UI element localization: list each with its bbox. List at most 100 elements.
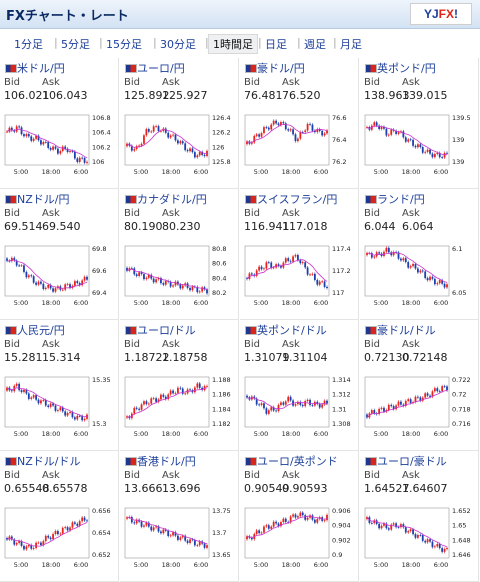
candle-body [260, 266, 263, 270]
pair-card[interactable]: ユーロ/円 Bid Ask 125.892 125.927 126.4 126.2 126 12… [120, 58, 239, 189]
candle-body [380, 525, 383, 529]
candle-body [292, 256, 294, 262]
price-chart[interactable]: 6.1 6.05 5:00 18:00 6:00 [363, 242, 477, 312]
moving-average-line [366, 516, 448, 548]
tab-0[interactable]: 1分足 [14, 38, 43, 51]
tab-5[interactable]: 日足 [265, 38, 287, 51]
price-chart[interactable]: 1.188 1.186 1.184 1.182 5:00 18:00 6:00 [123, 373, 237, 443]
chart-frame [124, 114, 210, 166]
candle-body [311, 124, 314, 131]
pair-card[interactable]: ユーロ/豪ドル Bid Ask 1.64527 1.64607 1.652 1.65 1.64… [360, 451, 479, 582]
yjfx-logo[interactable]: YJFX! [410, 3, 472, 25]
pair-name-link[interactable]: 豪ドル/ドル [377, 324, 436, 337]
pair-name-link[interactable]: 英ポンド/ドル [257, 324, 327, 337]
price-chart[interactable]: 15.35 15.3 5:00 18:00 6:00 [3, 373, 117, 443]
price-chart[interactable]: 76.6 76.4 76.2 5:00 18:00 6:00 [243, 111, 357, 181]
x-tick-label: 6:00 [434, 299, 449, 307]
price-chart[interactable]: 1.652 1.65 1.648 1.646 5:00 18:00 6:00 [363, 504, 477, 574]
candle-body [198, 291, 201, 293]
candle-body [443, 152, 446, 158]
pair-card[interactable]: 人民元/円 Bid Ask 15.281 15.314 15.35 15.3 5:00 18:0… [0, 320, 119, 451]
price-chart[interactable]: 80.8 80.6 80.4 80.2 5:00 18:00 6:00 [123, 242, 237, 312]
pair-name-link[interactable]: 香港ドル/円 [137, 455, 196, 468]
candle-body [25, 546, 28, 550]
price-chart[interactable]: 0.656 0.654 0.652 5:00 18:00 6:00 [3, 504, 117, 574]
pair-name-link[interactable]: NZドル/ドル [17, 455, 81, 468]
pair-card[interactable]: NZドル/ドル Bid Ask 0.65548 0.65578 0.656 0.654 0.6… [0, 451, 119, 582]
x-tick-label: 5:00 [374, 168, 389, 176]
price-chart[interactable]: 139.5 139 139 5:00 18:00 6:00 [363, 111, 477, 181]
price-chart[interactable]: 126.4 126.2 126 125.8 5:00 18:00 6:00 [123, 111, 237, 181]
candle-body [18, 541, 21, 543]
pair-name-link[interactable]: ユーロ/豪ドル [377, 455, 447, 468]
pair-card[interactable]: 香港ドル/円 Bid Ask 13.666 13.696 13.75 13.7 13.65 5:… [120, 451, 239, 582]
tab-4[interactable]: 1時間足 [208, 34, 258, 54]
pair-name-link[interactable]: NZドル/円 [17, 193, 70, 206]
candle-body [164, 396, 167, 400]
price-chart[interactable]: 69.8 69.6 69.4 5:00 18:00 6:00 [3, 242, 117, 312]
tab-7[interactable]: 月足 [340, 38, 362, 51]
tab-6[interactable]: 週足 [304, 38, 326, 51]
tab-3[interactable]: 30分足 [160, 38, 196, 51]
candle-body [37, 281, 40, 285]
price-chart[interactable]: 0.906 0.904 0.902 0.9 5:00 18:00 6:00 [243, 504, 357, 574]
candle-body [189, 148, 191, 152]
pair-name-link[interactable]: 人民元/円 [17, 324, 65, 337]
price-chart[interactable]: 117.4 117.2 117 5:00 18:00 6:00 [243, 242, 357, 312]
candle-body [78, 157, 81, 162]
x-tick-label: 5:00 [134, 430, 149, 438]
price-chart[interactable]: 106.8 106.4 106.2 106 5:00 18:00 6:00 [3, 111, 117, 181]
pair-name-link[interactable]: ランド/円 [377, 193, 425, 206]
pair-name-link[interactable]: 英ポンド/円 [377, 62, 436, 75]
pair-card[interactable]: ユーロ/ドル Bid Ask 1.18722 1.18758 1.188 1.186 1.18… [120, 320, 239, 451]
candle-body [265, 525, 268, 527]
pair-card[interactable]: 英ポンド/円 Bid Ask 138.963 139.015 139.5 139 139 5:0… [360, 58, 479, 189]
pair-name-link[interactable]: 米ドル/円 [17, 62, 65, 75]
candle-body [76, 523, 79, 526]
x-tick-label: 18:00 [402, 430, 421, 438]
pair-card[interactable]: ユーロ/英ポンド Bid Ask 0.90549 0.90593 0.906 0.904 0.… [240, 451, 359, 582]
price-chart[interactable]: 0.722 0.72 0.718 0.716 5:00 18:00 6:00 [363, 373, 477, 443]
price-chart[interactable]: 13.75 13.7 13.65 5:00 18:00 6:00 [123, 504, 237, 574]
pair-card[interactable]: 英ポンド/ドル Bid Ask 1.31079 1.31104 1.314 1.312 1.3… [240, 320, 359, 451]
y-tick-label: 13.7 [212, 529, 226, 537]
pair-card[interactable]: スイスフラン/円 Bid Ask 116.941 117.018 117.4 117.2 11… [240, 189, 359, 320]
pair-card[interactable]: NZドル/円 Bid Ask 69.514 69.540 69.8 69.6 69.4 5:00… [0, 189, 119, 320]
candle-body [172, 134, 174, 136]
candle-body [378, 523, 381, 529]
bid-label: Bid [244, 208, 260, 219]
pair-card[interactable]: カナダドル/円 Bid Ask 80.190 80.230 80.8 80.6 80.4 80.… [120, 189, 239, 320]
candle-body [177, 387, 179, 393]
candle-body [306, 267, 309, 275]
candle-body [304, 262, 307, 268]
candle-body [421, 535, 424, 541]
chart-svg: 76.6 76.4 76.2 5:00 18:00 6:00 [244, 114, 346, 176]
pair-name-link[interactable]: ユーロ/英ポンド [257, 455, 338, 468]
candle-body [10, 127, 13, 131]
moving-average-line [6, 387, 88, 418]
candle-body [265, 408, 268, 414]
candle-body [42, 142, 45, 145]
candle-body [174, 134, 177, 141]
price-chart[interactable]: 1.314 1.312 1.31 1.308 5:00 18:00 6:00 [243, 373, 357, 443]
bid-value: 1.18722 [124, 351, 170, 364]
pair-name-link[interactable]: ユーロ/ドル [137, 324, 196, 337]
candle-body [133, 522, 136, 524]
pair-name-link[interactable]: 豪ドル/円 [257, 62, 305, 75]
candle-body [35, 395, 37, 400]
ask-label: Ask [162, 470, 180, 481]
candle-body [20, 127, 23, 135]
tab-2[interactable]: 15分足 [106, 38, 142, 51]
pair-card[interactable]: ランド/円 Bid Ask 6.044 6.064 6.1 6.05 5:00 18:00 6:0… [360, 189, 479, 320]
x-tick-label: 6:00 [314, 561, 329, 569]
pair-name-link[interactable]: カナダドル/円 [137, 193, 207, 206]
candle-body [260, 133, 263, 137]
candle-body [47, 405, 50, 407]
pair-card[interactable]: 米ドル/円 Bid Ask 106.021 106.043 106.8 106.4 106.2… [0, 58, 119, 189]
candle-body [157, 399, 160, 402]
tab-1[interactable]: 5分足 [61, 38, 90, 51]
pair-name-link[interactable]: スイスフラン/円 [257, 193, 338, 206]
pair-card[interactable]: 豪ドル/円 Bid Ask 76.481 76.520 76.6 76.4 76.2 5:00 1… [240, 58, 359, 189]
pair-name-link[interactable]: ユーロ/円 [137, 62, 185, 75]
pair-card[interactable]: 豪ドル/ドル Bid Ask 0.72130 0.72148 0.722 0.72 0.718… [360, 320, 479, 451]
